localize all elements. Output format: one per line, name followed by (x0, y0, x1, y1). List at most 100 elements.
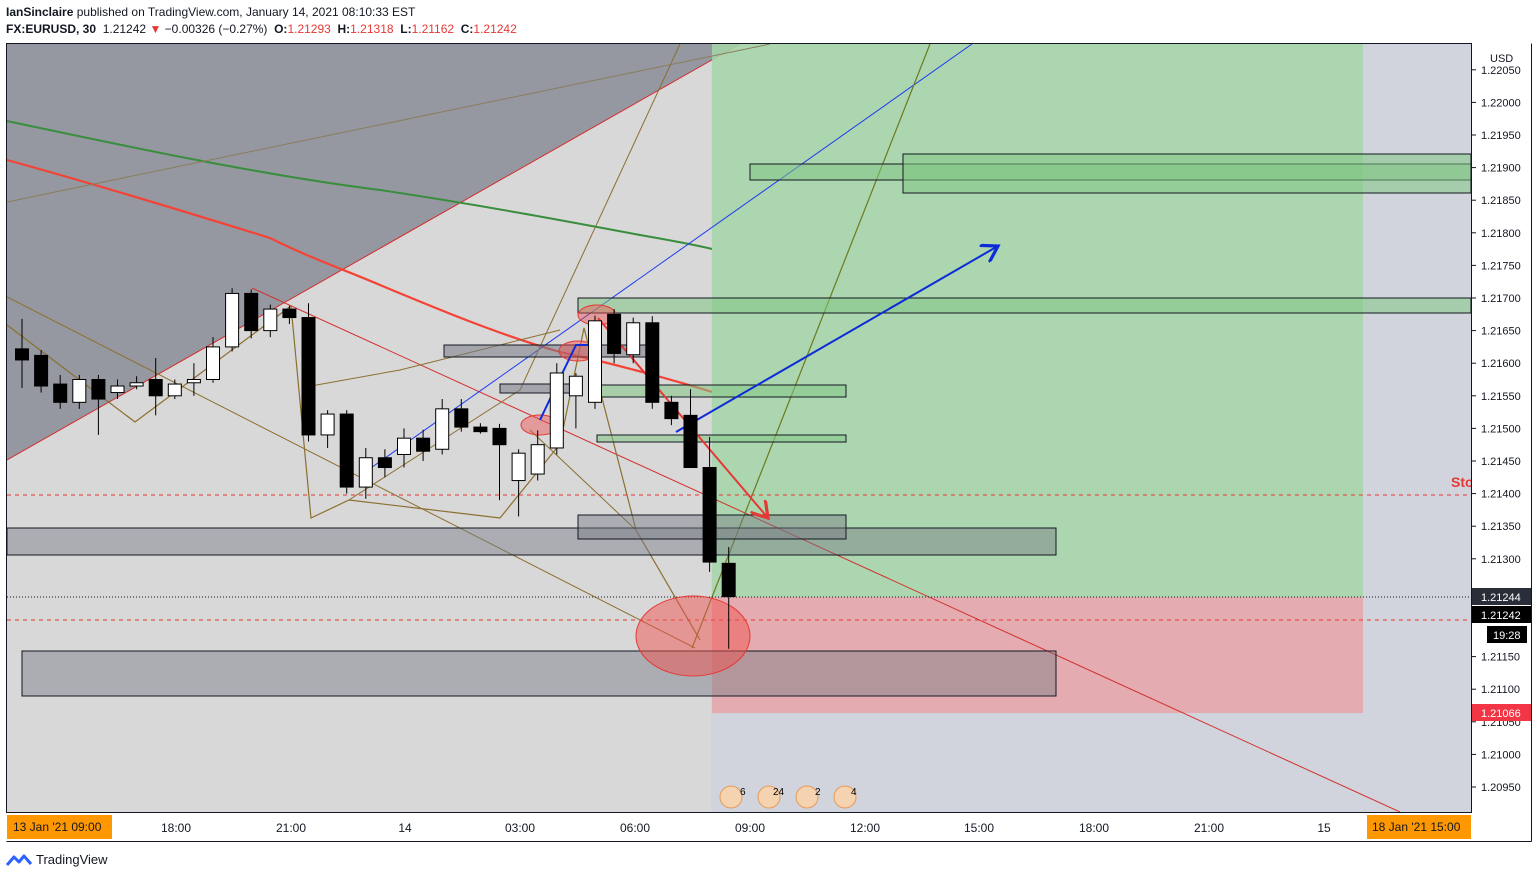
us-flag-icon[interactable] (795, 785, 819, 809)
candle[interactable] (129, 376, 144, 390)
event-badges[interactable]: 6 24 2 4 (719, 785, 857, 809)
bearish-candle-body (91, 379, 106, 400)
candle[interactable] (72, 374, 87, 409)
candle[interactable] (34, 350, 49, 393)
bullish-candle-body (225, 292, 240, 348)
red-moving-average[interactable] (7, 158, 713, 394)
bearish-candle-body (301, 317, 316, 436)
us-flag-icon[interactable] (833, 785, 857, 809)
publisher-name[interactable]: IanSinclaire (6, 5, 74, 19)
candle[interactable] (358, 447, 373, 499)
candle[interactable] (244, 289, 259, 339)
green-zone[interactable] (596, 434, 847, 443)
channel-line[interactable] (7, 44, 741, 461)
candle[interactable] (91, 374, 106, 435)
candle[interactable] (148, 357, 163, 416)
event-badge[interactable]: 6 (719, 785, 746, 809)
blue-channel-line[interactable] (367, 44, 973, 471)
brand-name[interactable]: TradingView (36, 852, 108, 867)
plot-area[interactable]: Sto 6 24 2 4 (7, 44, 1474, 812)
price-tick-label: 1.22050 (1481, 65, 1521, 77)
target-price-label: 1.21244 (1481, 592, 1521, 604)
symbol-label[interactable]: FX:EURUSD, 30 (6, 22, 97, 36)
range-end-badge[interactable] (1367, 815, 1471, 839)
footer[interactable]: TradingView (6, 852, 108, 867)
candle[interactable] (186, 363, 201, 396)
range-start-badge[interactable] (7, 815, 112, 839)
candle[interactable] (435, 399, 450, 455)
time-tick-label: 03:00 (505, 821, 535, 835)
supply-zone[interactable] (577, 297, 1471, 314)
bearish-candle-body (454, 408, 469, 428)
price-tick-label: 1.21150 (1481, 652, 1520, 664)
bullish-arrow[interactable] (675, 246, 998, 433)
candle[interactable] (416, 429, 431, 461)
green-moving-average[interactable] (7, 120, 713, 250)
price-tick-label: 1.21800 (1481, 228, 1521, 240)
candle[interactable] (454, 399, 469, 432)
price-tick-label: 1.21900 (1481, 163, 1521, 175)
price-tick-label: 1.21450 (1481, 456, 1521, 468)
candle[interactable] (492, 423, 507, 501)
pattern-leg[interactable] (310, 329, 561, 387)
candle[interactable] (15, 318, 29, 388)
us-flag-icon[interactable] (757, 785, 781, 809)
upper-zone[interactable] (902, 153, 1471, 194)
candle[interactable] (339, 410, 354, 494)
us-flag-icon[interactable] (719, 785, 743, 809)
time-tick-label: 06:00 (620, 821, 650, 835)
candle[interactable] (626, 317, 641, 364)
target-zone[interactable] (712, 44, 1363, 597)
bearish-candle-body (702, 467, 717, 563)
candles[interactable] (15, 288, 736, 649)
time-tick-label: 21:00 (276, 821, 306, 835)
bearish-candle-body (664, 401, 679, 420)
candle[interactable] (397, 428, 411, 468)
candle[interactable] (511, 449, 526, 517)
candle[interactable] (263, 304, 278, 338)
small-zone[interactable] (499, 383, 579, 394)
ohlc-legend: FX:EURUSD, 30 1.21242 ▼ −0.00326 (−0.27%… (6, 22, 517, 36)
candle[interactable] (568, 372, 583, 429)
candle[interactable] (377, 449, 392, 478)
candle[interactable] (110, 379, 125, 400)
candle[interactable] (645, 316, 660, 409)
descending-trend-line[interactable] (251, 287, 1401, 812)
candle[interactable] (607, 309, 622, 364)
pattern-leg[interactable] (529, 429, 637, 531)
candle[interactable] (206, 337, 220, 383)
green-zone[interactable] (596, 384, 847, 398)
candle[interactable] (282, 305, 297, 325)
candle[interactable] (721, 547, 736, 649)
reversal-highlight[interactable] (635, 595, 751, 677)
high-label: H: (337, 22, 351, 36)
candle[interactable] (683, 389, 698, 469)
candle[interactable] (702, 436, 717, 572)
trend-line[interactable] (7, 44, 771, 203)
candle[interactable] (530, 430, 545, 481)
time-axis[interactable]: 13 Jan '21 09:00 18 Jan '21 15:00 18:00 2… (7, 815, 1471, 839)
candle[interactable] (588, 315, 602, 409)
candle[interactable] (301, 303, 316, 442)
tradingview-logo-icon[interactable] (6, 853, 32, 867)
event-badge[interactable]: 24 (757, 785, 785, 809)
price-axis[interactable]: USD 1.22050 1.22000 1.21950 1.21900 1.21850 1… (1471, 53, 1521, 794)
demand-zone[interactable] (21, 650, 1057, 697)
candle[interactable] (473, 423, 488, 434)
candle[interactable] (320, 410, 335, 448)
event-badge[interactable]: 2 (795, 785, 821, 809)
candle[interactable] (225, 288, 240, 352)
support-zone[interactable] (7, 527, 1057, 556)
event-count: 24 (773, 787, 785, 798)
bullish-candle-body (206, 346, 220, 380)
candle[interactable] (167, 379, 182, 400)
bullish-candle-body (186, 379, 201, 384)
publish-line: IanSinclaire published on TradingView.co… (6, 5, 415, 19)
event-badge[interactable]: 4 (833, 785, 857, 809)
candle[interactable] (549, 363, 564, 455)
time-tick-label: 18:00 (1079, 821, 1109, 835)
candle[interactable] (664, 395, 679, 426)
stop-zone[interactable] (712, 597, 1363, 713)
candle[interactable] (53, 374, 68, 409)
